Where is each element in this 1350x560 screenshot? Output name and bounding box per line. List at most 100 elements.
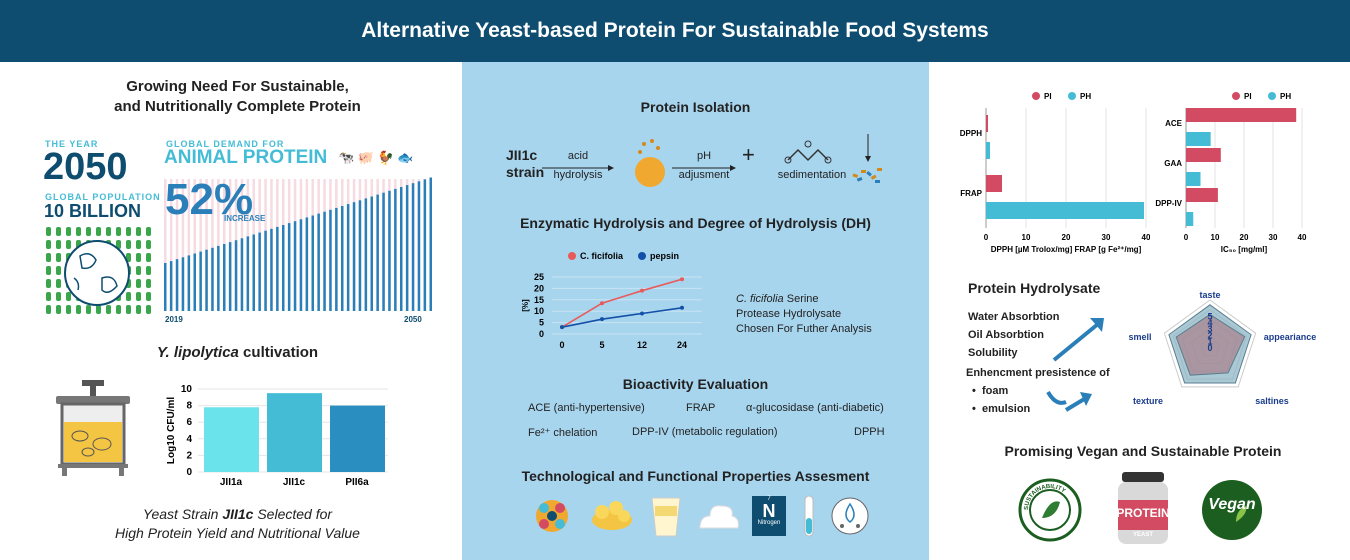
center-panel: Protein Isolation JII1c strain acid hydro… — [462, 62, 929, 560]
demand-title: ANIMAL PROTEIN — [164, 147, 328, 168]
demand-bar — [187, 255, 191, 311]
person-icon — [106, 305, 111, 314]
demand-bar — [394, 188, 397, 311]
x-tick-label: 0 — [559, 340, 564, 350]
demand-bar — [335, 207, 338, 311]
molecule-icon — [784, 140, 832, 164]
x-tick-label: 40 — [1142, 233, 1150, 242]
increase-label: INCREASE — [224, 214, 266, 223]
bar — [986, 175, 1002, 192]
demand-bar — [429, 177, 432, 311]
demand-bg-bar — [199, 179, 202, 311]
x-tick-label: 30 — [1102, 233, 1111, 242]
category-label: ACE — [1165, 119, 1183, 128]
demand-bar — [164, 263, 167, 311]
jar-label: PROTEIN — [1116, 506, 1170, 520]
cfu-bar — [267, 393, 322, 472]
person-icon — [126, 305, 131, 314]
step2-top: pH — [696, 150, 712, 162]
axis-label: texture — [1133, 396, 1163, 406]
bio-fe-chelation: Fe²⁺ chelation — [528, 427, 598, 439]
person-icon — [136, 305, 141, 314]
demand-bar — [199, 251, 202, 311]
year-value: 2050 — [43, 146, 128, 188]
y-tick-label: 0 — [539, 329, 544, 339]
demand-bar — [282, 225, 285, 311]
tech-title: Technological and Functional Properties … — [521, 468, 870, 484]
person-icon — [56, 253, 61, 262]
x-tick-label: PII6a — [345, 477, 369, 488]
strain-label: JII1c strain — [506, 147, 545, 180]
axis-label: taste — [1199, 290, 1220, 300]
vegan-label: Vegan — [1208, 496, 1256, 513]
yeast-cell-icon — [635, 139, 665, 187]
person-icon — [136, 292, 141, 301]
r-tick-label: 4 — [1207, 318, 1212, 328]
step1-top: acid — [567, 150, 589, 162]
legend-marker — [1032, 92, 1040, 100]
y-tick-label: 2 — [186, 450, 192, 461]
person-icon — [136, 266, 141, 275]
demand-bar — [175, 259, 179, 311]
person-icon — [136, 240, 141, 249]
arrow-2 — [672, 165, 736, 171]
y-tick-label: 5 — [539, 318, 544, 328]
demand-bar — [358, 200, 362, 311]
demand-bg-bar — [175, 179, 179, 311]
demand-label: GLOBAL DEMAND FOR — [166, 139, 285, 149]
person-icon — [116, 240, 121, 249]
demand-bar — [293, 221, 297, 311]
selection-caption-2: High Protein Yield and Nutritional Value — [115, 525, 360, 541]
demand-bar — [181, 257, 185, 311]
demand-bg-bar — [164, 179, 167, 311]
category-label: FRAP — [960, 189, 982, 198]
step2-bottom: adjusment — [678, 169, 730, 181]
y-tick-label: 6 — [186, 417, 192, 428]
person-icon — [146, 227, 151, 236]
end-year: 2050 — [404, 315, 422, 324]
isolation-title: Protein Isolation — [640, 99, 751, 115]
x-axis-label: DPPH [µM Trolox/mg] FRAP [g Fe²⁺/mg] — [991, 245, 1142, 254]
y-tick-label: 25 — [534, 272, 544, 282]
r-tick-label: 5 — [1207, 312, 1212, 322]
y-tick-label: 15 — [534, 295, 544, 305]
demand-bar — [211, 247, 214, 311]
demand-bar — [264, 230, 267, 311]
r-tick-label: 0 — [1207, 343, 1212, 353]
cfu-bar-chart: 0 2 4 6 8 10 Log10 CFU/ml JII1a JII1c PII6a — [166, 384, 388, 488]
person-icon — [46, 253, 51, 262]
enhance-foam: • foam — [972, 385, 1009, 397]
x-tick-label: JII1c — [283, 477, 306, 488]
promising-title: Promising Vegan and Sustainable Protein — [1004, 443, 1282, 459]
demand-bg-bar — [169, 179, 173, 311]
bio-frap: FRAP — [686, 402, 716, 414]
demand-bar — [169, 261, 173, 311]
person-icon — [136, 279, 141, 288]
bio-glucosidase: α-glucosidase (anti-diabetic) — [746, 402, 884, 414]
demand-bg-bar — [217, 179, 220, 311]
legend-marker — [1268, 92, 1276, 100]
person-icon — [46, 279, 51, 288]
sediment-icon — [852, 134, 882, 183]
x-tick-label: 24 — [677, 340, 687, 350]
person-icon — [46, 292, 51, 301]
bar — [1186, 172, 1201, 186]
hydrolysate-note: C. ficifolia Serine Protease Hydrolysate C… — [736, 293, 872, 335]
enhance-emulsion: • emulsion — [972, 403, 1031, 415]
legend-marker — [1068, 92, 1076, 100]
person-icon — [116, 305, 121, 314]
x-tick-label: 10 — [1022, 233, 1031, 242]
oil-drops-icon — [592, 501, 632, 530]
demand-bar — [305, 217, 309, 311]
selection-caption-1: Yeast Strain JII1c Selected for — [142, 506, 333, 522]
demand-bar — [205, 249, 208, 311]
population-value: 10 BILLION — [44, 201, 142, 221]
x-tick-label: 0 — [1184, 233, 1189, 242]
antioxidant-bar-chart: PI PH 0 10 20 30 40 DPPH FRAP DPPH [µM Trolox/mg]… — [960, 92, 1150, 254]
test-tube-icon — [804, 495, 814, 537]
person-icon — [56, 227, 61, 236]
demand-bar — [234, 240, 238, 311]
prop-solubility: Solubility — [968, 347, 1018, 359]
